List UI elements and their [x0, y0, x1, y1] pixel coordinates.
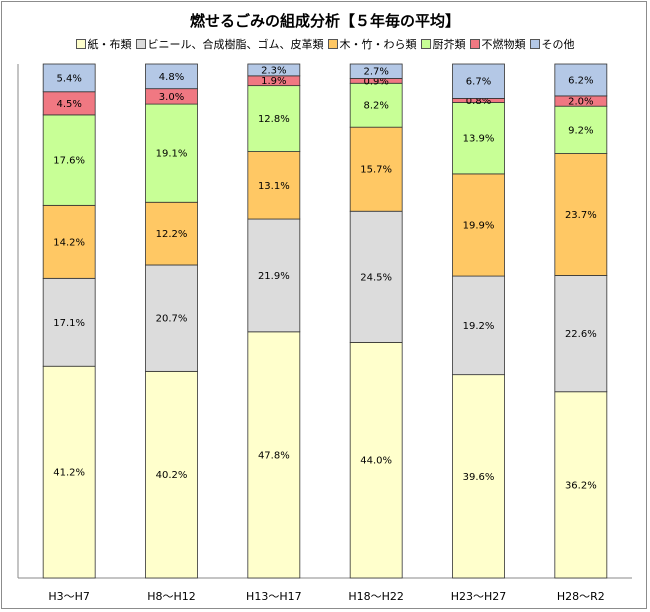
bar-segment-4-5 [452, 63, 505, 99]
data-label-1-0: 40.2% [156, 470, 188, 481]
bar-segment-4-1 [452, 275, 505, 376]
bar-segment-2-0 [247, 331, 301, 579]
data-label-2-4: 1.9% [261, 76, 286, 87]
bar-segment-3-0 [349, 342, 403, 579]
data-label-4-4: 0.8% [466, 96, 491, 107]
x-tick-label-5: H28～R2 [557, 590, 605, 603]
data-label-5-1: 22.6% [565, 329, 597, 340]
data-label-3-1: 24.5% [360, 272, 392, 283]
legend-label-4: 不燃物類 [481, 38, 526, 51]
x-tick-label-0: H3～H7 [48, 590, 90, 603]
bar-segment-1-0 [145, 370, 198, 579]
legend-label-1: ビニール、合成樹脂、ゴム、皮革類 [147, 38, 324, 51]
data-label-3-5: 2.7% [363, 67, 388, 78]
x-tick-label-4: H23～H27 [451, 590, 507, 603]
data-label-5-3: 9.2% [568, 125, 593, 136]
chart-title: 燃せるごみの組成分析【５年毎の平均】 [189, 12, 460, 30]
legend-item-1: ビニール、合成樹脂、ゴム、皮革類 [135, 36, 324, 52]
bar-segment-4-0 [452, 374, 505, 579]
data-label-2-3: 12.8% [258, 114, 290, 125]
legend-item-2: 木・竹・わら類 [327, 36, 417, 52]
legend-swatch-1 [135, 39, 146, 49]
data-label-4-3: 13.9% [463, 134, 495, 145]
legend-item-3: 厨芥類 [420, 36, 466, 52]
data-label-5-4: 2.0% [568, 97, 593, 108]
bar-segment-1-2 [145, 201, 198, 266]
bar-segment-0-0 [42, 365, 96, 579]
data-label-5-5: 6.2% [568, 75, 593, 86]
bar-segment-5-5 [554, 63, 608, 97]
legend-label-3: 厨芥類 [432, 38, 466, 51]
data-label-0-4: 4.5% [56, 99, 81, 110]
data-label-5-2: 23.7% [565, 210, 597, 221]
chart-legend: 紙・布類 ビニール、合成樹脂、ゴム、皮革類 木・竹・わら類 厨芥類 不燃物類 その他 [0, 36, 650, 52]
x-tick-label-1: H8～H12 [147, 590, 196, 603]
bar-segment-3-2 [349, 126, 403, 212]
data-label-0-2: 14.2% [53, 237, 85, 248]
data-label-4-5: 6.7% [466, 77, 491, 88]
legend-item-4: 不燃物類 [469, 36, 526, 52]
data-label-5-0: 36.2% [565, 480, 597, 491]
data-label-3-2: 15.7% [360, 165, 392, 176]
legend-swatch-0 [75, 39, 86, 49]
data-label-1-2: 12.2% [156, 229, 188, 240]
legend-swatch-3 [420, 39, 431, 49]
bar-segment-1-1 [145, 264, 198, 372]
x-tick-label-3: H18～H22 [348, 590, 404, 603]
data-label-1-1: 20.7% [156, 314, 188, 325]
data-label-0-0: 41.2% [53, 468, 85, 479]
bar-segment-3-5 [349, 63, 403, 79]
data-label-3-3: 8.2% [363, 101, 388, 112]
bar-segment-2-1 [247, 218, 301, 333]
data-label-2-2: 13.1% [258, 181, 290, 192]
bar-segment-0-5 [42, 63, 96, 93]
data-label-4-2: 19.9% [463, 220, 495, 231]
data-label-4-1: 19.2% [463, 321, 495, 332]
bar-segment-0-2 [42, 204, 96, 279]
bar-segment-1-3 [145, 103, 198, 203]
bar-segment-0-1 [42, 277, 96, 367]
data-label-4-0: 39.6% [463, 472, 495, 483]
legend-item-5: その他 [529, 36, 575, 52]
legend-label-2: 木・竹・わら類 [339, 38, 417, 51]
data-label-1-3: 19.1% [156, 149, 188, 160]
bar-segment-2-2 [247, 151, 301, 220]
bar-segment-2-3 [247, 85, 301, 152]
data-label-2-1: 21.9% [258, 271, 290, 282]
legend-item-0: 紙・布類 [75, 36, 132, 52]
bar-segment-4-3 [452, 102, 505, 175]
bar-segment-3-3 [349, 82, 403, 128]
bar-segment-3-1 [349, 210, 403, 343]
data-label-0-1: 17.1% [53, 318, 85, 329]
x-tick-label-2: H13～H17 [246, 590, 302, 603]
bar-segment-5-1 [554, 275, 608, 393]
bar-segment-2-5 [247, 63, 301, 77]
data-label-1-5: 4.8% [159, 72, 184, 83]
legend-label-5: その他 [541, 38, 575, 51]
legend-swatch-4 [469, 39, 480, 49]
data-label-1-4: 3.0% [159, 92, 184, 103]
bar-segment-4-2 [452, 173, 505, 277]
data-label-3-4: 0.9% [363, 76, 388, 87]
legend-swatch-5 [529, 39, 540, 49]
bar-segment-1-5 [145, 63, 198, 90]
data-label-0-3: 17.6% [53, 156, 85, 167]
data-label-0-5: 5.4% [56, 73, 81, 84]
data-label-2-5: 2.3% [261, 65, 286, 76]
legend-swatch-2 [327, 39, 338, 49]
data-label-2-0: 47.8% [258, 450, 290, 461]
data-label-3-0: 44.0% [360, 456, 392, 467]
legend-label-0: 紙・布類 [87, 38, 132, 51]
